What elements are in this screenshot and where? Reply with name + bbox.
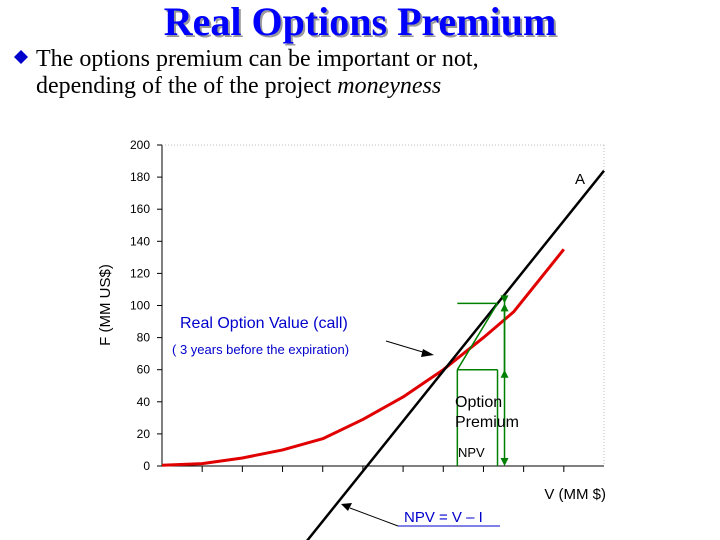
bullet-line-2-prefix: depending of the of the project	[36, 73, 338, 99]
y-tick-label: 60	[137, 363, 151, 377]
premium-diagonal-line	[456, 302, 499, 371]
diamond-bullet-icon	[14, 50, 28, 64]
y-tick-label: 160	[130, 202, 150, 216]
y-tick-label: 40	[137, 395, 151, 409]
curve-sublabel: ( 3 years before the expiration)	[172, 342, 349, 357]
x-axis-label: V (MM $)	[544, 486, 606, 503]
slide-title: Real Options Premium	[163, 0, 557, 44]
premium-label-line-1: Option	[455, 394, 502, 411]
npv-label: NPV	[458, 445, 485, 460]
npv-callout-arrowhead	[341, 503, 352, 511]
y-tick-label: 140	[130, 234, 150, 248]
option-value-curve	[161, 248, 565, 467]
npv-formula-label: NPV = V – I	[404, 509, 483, 526]
premium-label-line-2: Premium	[455, 414, 519, 431]
y-tick-label: 180	[130, 170, 150, 184]
line-end-label: A	[575, 171, 585, 188]
y-tick-label: 200	[130, 138, 150, 152]
npv-arrow-down-head	[500, 458, 509, 466]
bullet-text: The options premium can be important or …	[36, 46, 479, 100]
y-tick-label: 0	[143, 459, 150, 473]
premium-arrow-down-head	[500, 295, 509, 304]
curve-label: Real Option Value (call)	[180, 315, 348, 332]
y-tick-label: 80	[137, 331, 151, 345]
y-tick-label: 120	[130, 266, 150, 280]
y-tick-label: 100	[130, 299, 150, 313]
curve-callout-arrowhead	[421, 349, 434, 357]
y-axis-label: F (MM US$)	[97, 264, 114, 346]
npv-arrow-up-head	[500, 303, 509, 312]
curve-callout-line	[385, 340, 427, 354]
bullet-line-1: The options premium can be important or …	[36, 46, 479, 72]
bullet-line-2-italic: moneyness	[337, 73, 442, 99]
npv-line	[306, 169, 605, 540]
y-tick-label: 20	[137, 427, 151, 441]
npv-callout-line	[349, 507, 399, 527]
